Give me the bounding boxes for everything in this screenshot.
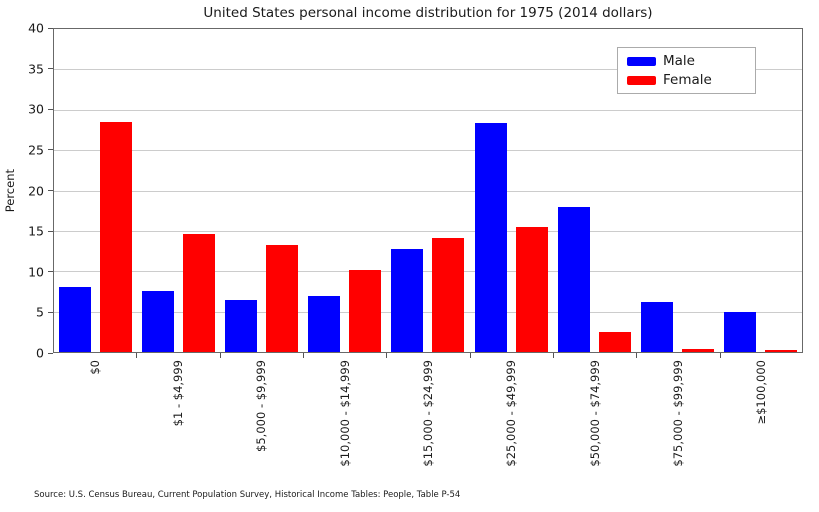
x-tick-labels: $0 $1 - $4,999 $5,000 - $9,999 $10,000 - $1…	[53, 360, 803, 485]
bar-male-3	[308, 296, 341, 352]
bar-male-5	[474, 123, 507, 352]
x-tick-cell-1: $1 - $4,999	[136, 360, 219, 485]
gridline-20	[54, 190, 802, 192]
x-tick-cell-2: $5,000 - $9,999	[220, 360, 303, 485]
y-tick-labels: 0 5 10 15 20 25 30 35 40	[0, 21, 44, 361]
bar-group-5	[470, 29, 553, 352]
x-tick-mark-1	[136, 353, 138, 358]
x-tick-mark-5	[469, 353, 471, 358]
bar-female-1	[183, 234, 216, 352]
x-tick-cell-7: $75,000 - $99,999	[636, 360, 719, 485]
legend-label-male: Male	[663, 53, 695, 69]
bar-group-2	[220, 29, 303, 352]
x-tick-cell-3: $10,000 - $14,999	[303, 360, 386, 485]
y-tick-mark-35	[48, 68, 53, 70]
x-tick-marks	[53, 353, 803, 358]
bar-female-4	[432, 238, 465, 352]
x-tick-label-4: $15,000 - $24,999	[420, 360, 435, 467]
y-tick-label-30: 30	[28, 101, 44, 117]
legend-item-male: Male	[627, 53, 747, 69]
bar-group-4	[386, 29, 469, 352]
bar-female-0	[100, 121, 133, 352]
legend-label-female: Female	[663, 72, 712, 88]
x-tick-cell-8: ≥$100,000	[720, 360, 803, 485]
x-tick-label-2: $5,000 - $9,999	[254, 360, 269, 452]
bar-group-0	[54, 29, 137, 352]
y-tick-mark-40	[48, 27, 53, 29]
bar-female-6	[598, 331, 631, 352]
bar-group-8	[719, 29, 802, 352]
gridline-35	[54, 69, 802, 71]
bar-male-7	[640, 301, 673, 352]
bar-group-6	[553, 29, 636, 352]
x-tick-cell-0: $0	[53, 360, 136, 485]
bar-male-8	[723, 312, 756, 352]
bar-male-1	[142, 290, 175, 352]
bar-female-2	[266, 244, 299, 352]
gridline-15	[54, 230, 802, 232]
x-tick-label-7: $75,000 - $99,999	[670, 360, 685, 467]
bar-male-6	[557, 206, 590, 352]
y-tick-mark-15	[48, 230, 53, 232]
x-tick-cell-6: $50,000 - $74,999	[553, 360, 636, 485]
y-tick-label-25: 25	[28, 142, 44, 158]
bar-female-8	[764, 350, 797, 352]
legend-item-female: Female	[627, 72, 747, 88]
bar-female-3	[349, 270, 382, 352]
y-tick-mark-0	[48, 352, 53, 354]
gridline-25	[54, 150, 802, 152]
bar-male-4	[391, 249, 424, 352]
bar-female-7	[681, 348, 714, 352]
bar-group-7	[636, 29, 719, 352]
y-tick-marks	[48, 27, 53, 354]
x-tick-mark-7	[636, 353, 638, 358]
x-tick-mark-2	[219, 353, 221, 358]
bars-layer	[54, 29, 802, 352]
source-note: Source: U.S. Census Bureau, Current Popu…	[34, 490, 461, 500]
y-tick-label-10: 10	[28, 264, 44, 280]
gridline-10	[54, 271, 802, 273]
x-tick-cell-5: $25,000 - $49,999	[470, 360, 553, 485]
bar-female-5	[515, 226, 548, 352]
x-tick-label-0: $0	[87, 360, 102, 375]
bar-group-3	[303, 29, 386, 352]
x-tick-label-6: $50,000 - $74,999	[587, 360, 602, 467]
gridline-5	[54, 311, 802, 313]
male-color-swatch	[627, 56, 656, 66]
legend: Male Female	[617, 47, 756, 94]
bar-group-1	[137, 29, 220, 352]
bar-groups	[54, 29, 802, 352]
y-tick-label-40: 40	[28, 20, 44, 36]
x-tick-mark-8	[719, 353, 721, 358]
y-tick-mark-25	[48, 149, 53, 151]
y-tick-label-5: 5	[36, 304, 44, 320]
y-tick-mark-5	[48, 311, 53, 313]
x-tick-label-1: $1 - $4,999	[170, 360, 185, 427]
x-tick-mark-3	[303, 353, 304, 358]
x-tick-label-5: $25,000 - $49,999	[504, 360, 519, 467]
gridline-30	[54, 109, 802, 111]
y-tick-label-20: 20	[28, 183, 44, 198]
x-tick-mark-6	[553, 353, 554, 358]
y-tick-label-35: 35	[28, 61, 44, 77]
y-tick-mark-30	[48, 108, 53, 110]
y-tick-mark-10	[48, 271, 53, 273]
bar-male-2	[225, 300, 258, 352]
x-tick-cell-4: $15,000 - $24,999	[386, 360, 469, 485]
y-tick-mark-20	[48, 190, 53, 191]
chart-title: United States personal income distributi…	[203, 5, 653, 21]
y-tick-label-15: 15	[28, 223, 44, 239]
female-color-swatch	[627, 75, 656, 85]
x-tick-label-3: $10,000 - $14,999	[337, 360, 352, 467]
x-tick-label-8: ≥$100,000	[754, 360, 769, 425]
x-tick-mark-4	[386, 353, 388, 358]
bar-male-0	[59, 286, 92, 352]
y-tick-label-0: 0	[36, 345, 44, 361]
